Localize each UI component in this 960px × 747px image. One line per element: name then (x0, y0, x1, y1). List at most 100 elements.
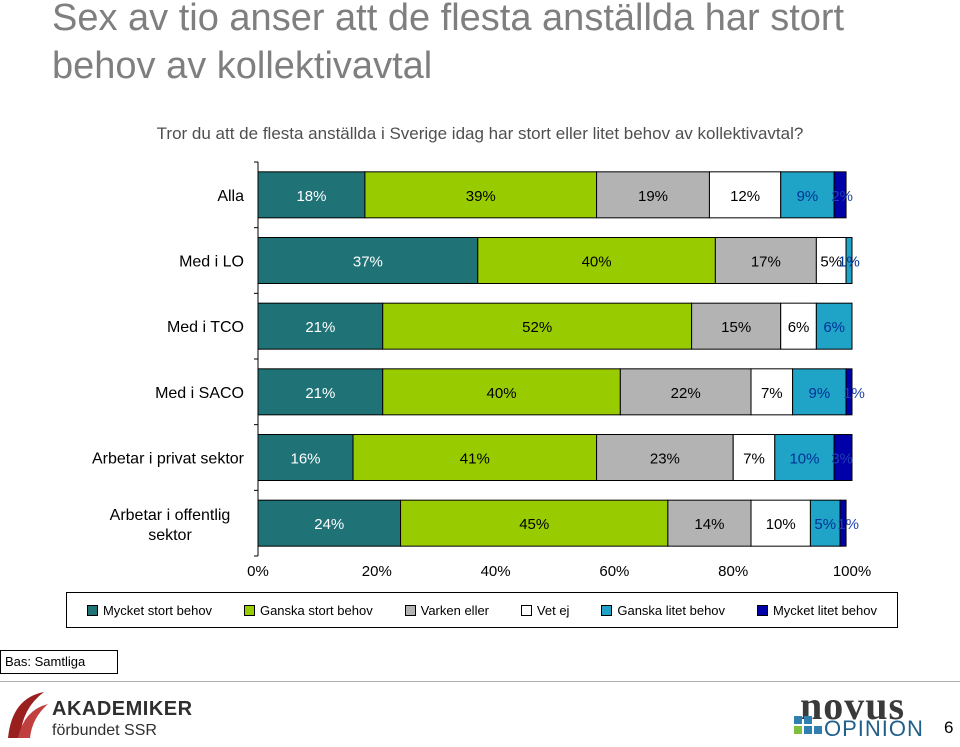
akademikerforbundet-ssr-logo: AKADEMIKER förbundet SSR (4, 688, 192, 742)
bar-segment (815, 302, 853, 350)
legend-item: Mycket litet behov (756, 602, 877, 618)
x-tick-label: 20% (362, 563, 392, 580)
data-label: 3% (831, 451, 853, 468)
bar-segment (352, 434, 598, 481)
legend-swatch (243, 604, 255, 616)
survey-question: Tror du att de flesta anställda i Sverig… (156, 124, 804, 143)
bar-segment (833, 434, 853, 481)
data-label: 1% (843, 385, 865, 402)
data-label: 40% (582, 254, 612, 271)
data-label: 6% (788, 319, 810, 336)
chart-legend: Mycket stort behov Ganska stort behov Vark… (66, 592, 898, 628)
bar-segment (774, 434, 835, 481)
data-label: 24% (314, 516, 344, 533)
novus-opinion-logo: novus OPINION (790, 683, 940, 742)
data-label: 39% (466, 188, 496, 205)
data-label: 21% (305, 385, 335, 402)
page-number: 6 (944, 718, 954, 737)
data-label: 15% (721, 319, 751, 336)
data-label: 7% (743, 451, 765, 468)
legend-swatch (756, 604, 768, 616)
akademiker-swoosh-icon (8, 692, 48, 738)
data-label: 7% (761, 385, 783, 402)
data-label: 52% (522, 319, 552, 336)
bar-segment (792, 368, 847, 416)
bar-segment (257, 302, 384, 350)
base-note: Bas: Samtliga (0, 650, 118, 674)
legend-swatch (520, 604, 532, 616)
data-label: 37% (353, 254, 383, 271)
bar-segment (780, 302, 817, 350)
data-label: 14% (694, 516, 724, 533)
legend-item: Vet ej (520, 602, 570, 618)
legend-label: Vet ej (536, 602, 570, 618)
category-label: Arbetar i privat sektor (92, 451, 245, 468)
slide-title: Sex av tio anser att de flesta anställda… (52, 0, 845, 87)
bar-segment (833, 171, 847, 219)
bar-segment (845, 368, 853, 416)
data-label: 10% (789, 451, 819, 468)
legend-item: Mycket stort behov (86, 602, 213, 618)
data-label: 1% (838, 254, 860, 271)
novus-wordmark: novus (800, 683, 906, 728)
bar-segment (750, 368, 794, 416)
data-label: 45% (519, 516, 549, 533)
bar-segment (257, 368, 384, 416)
data-label: 23% (650, 451, 680, 468)
x-tick-label: 0% (247, 563, 269, 580)
opinion-wordmark: OPINION (824, 716, 924, 741)
data-label: 5% (820, 254, 842, 271)
legend-label: Ganska stort behov (259, 602, 373, 618)
legend-item: Ganska stort behov (243, 602, 373, 618)
legend-item: Varken eller (404, 602, 490, 618)
bar-segment (815, 237, 847, 284)
x-tick-label: 80% (718, 563, 748, 580)
bar-segment (382, 368, 621, 416)
bar-segment (477, 237, 716, 284)
x-tick-label: 40% (481, 563, 511, 580)
legend-swatch (86, 604, 98, 616)
legend-label: Mycket stort behov (102, 602, 213, 618)
legend-item: Ganska litet behov (601, 603, 725, 618)
akademiker-line2: förbundet SSR (52, 722, 157, 739)
legend-label: Ganska litet behov (617, 602, 726, 618)
bar-segment (839, 499, 847, 547)
legend-label: Mycket litet behov (772, 602, 877, 618)
novus-squares-icon (794, 716, 822, 734)
bar-segment (364, 171, 598, 219)
data-label: 2% (831, 188, 853, 205)
bar-segment (257, 237, 479, 284)
data-label: 5% (814, 516, 836, 533)
x-tick-label: 100% (833, 563, 871, 580)
category-label: Med i TCO (167, 319, 244, 336)
bar-segment (714, 237, 817, 284)
stacked-bar-chart: Alla 18% 39% 19% 12% 9% 2%Med i LO 37% 40% 17% 5%1… (92, 161, 871, 580)
footer-divider (0, 681, 960, 682)
data-label: 1% (837, 516, 859, 533)
category-label: Med i LO (179, 254, 244, 271)
bar-segment (750, 499, 811, 547)
bar-segment (400, 499, 669, 547)
category-label: Alla (217, 188, 244, 205)
data-label: 16% (291, 451, 321, 468)
legend-swatch (601, 604, 613, 616)
data-label: 6% (823, 319, 845, 336)
legend-label: Varken eller (420, 602, 490, 618)
category-label: Med i SACO (155, 385, 244, 402)
x-tick-label: 60% (599, 563, 629, 580)
data-label: 9% (797, 188, 819, 205)
data-label: 22% (671, 385, 701, 402)
bar-segment (382, 302, 693, 350)
bar-segment (619, 368, 752, 416)
data-label: 40% (487, 385, 517, 402)
data-label: 17% (751, 254, 781, 271)
akademiker-line1: AKADEMIKER (52, 698, 193, 720)
legend-swatch (404, 604, 416, 616)
bar-segment (257, 499, 402, 547)
bar-segment (845, 237, 853, 284)
data-label: 10% (766, 516, 796, 533)
data-label: 9% (808, 385, 830, 402)
bar-segment (596, 434, 734, 481)
data-label: 41% (460, 451, 490, 468)
data-label: 19% (638, 188, 668, 205)
